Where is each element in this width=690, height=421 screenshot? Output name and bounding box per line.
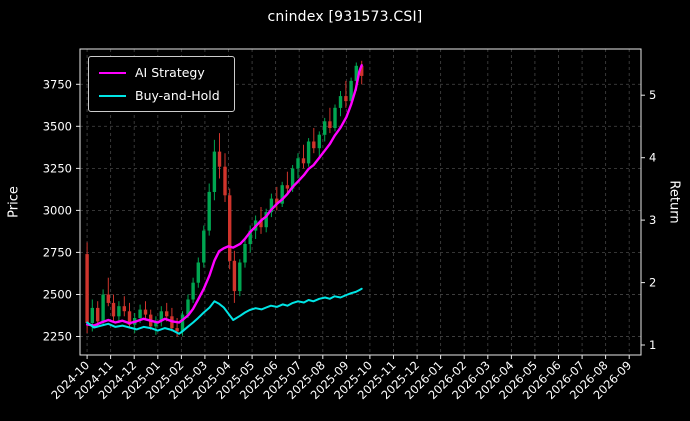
- svg-text:2500: 2500: [43, 288, 72, 302]
- chart-title: cnindex [931573.CSI]: [267, 9, 423, 25]
- svg-text:2250: 2250: [43, 330, 72, 344]
- price-axis-label: Price: [6, 186, 22, 218]
- svg-text:3750: 3750: [43, 77, 72, 91]
- svg-text:3500: 3500: [43, 119, 72, 133]
- legend-entry-buy-and-hold: Buy-and-Hold: [99, 88, 220, 103]
- return-axis-label: Return: [666, 180, 682, 224]
- svg-text:3: 3: [649, 213, 656, 227]
- legend: AI Strategy Buy-and-Hold: [88, 56, 235, 112]
- legend-swatch-0: [99, 71, 126, 74]
- svg-text:4: 4: [649, 151, 656, 165]
- legend-label-0: AI Strategy: [135, 65, 205, 80]
- svg-text:2750: 2750: [43, 245, 72, 259]
- svg-text:2: 2: [649, 276, 656, 290]
- legend-entry-ai-strategy: AI Strategy: [99, 65, 220, 80]
- legend-label-1: Buy-and-Hold: [135, 88, 220, 103]
- legend-swatch-1: [99, 94, 126, 97]
- svg-text:5: 5: [649, 88, 656, 102]
- svg-text:1: 1: [649, 338, 656, 352]
- svg-text:3250: 3250: [43, 161, 72, 175]
- svg-text:3000: 3000: [43, 203, 72, 217]
